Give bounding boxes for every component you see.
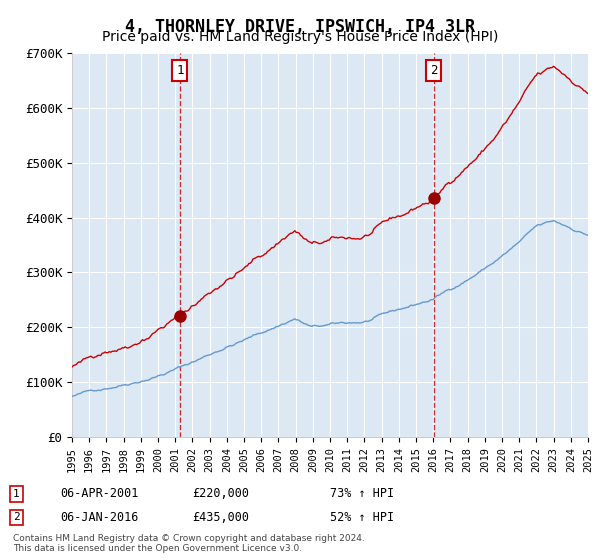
Text: Price paid vs. HM Land Registry's House Price Index (HPI): Price paid vs. HM Land Registry's House … [102,30,498,44]
Text: Contains HM Land Registry data © Crown copyright and database right 2024.
This d: Contains HM Land Registry data © Crown c… [13,534,365,553]
Text: 73% ↑ HPI: 73% ↑ HPI [330,487,394,501]
Text: 2: 2 [430,64,437,77]
Text: 06-JAN-2016: 06-JAN-2016 [60,511,139,524]
Text: 52% ↑ HPI: 52% ↑ HPI [330,511,394,524]
Text: 06-APR-2001: 06-APR-2001 [60,487,139,501]
Text: 2: 2 [13,512,20,522]
Text: £435,000: £435,000 [192,511,249,524]
Text: 1: 1 [176,64,184,77]
Text: 1: 1 [13,489,20,499]
Text: 4, THORNLEY DRIVE, IPSWICH, IP4 3LR: 4, THORNLEY DRIVE, IPSWICH, IP4 3LR [125,18,475,36]
Text: £220,000: £220,000 [192,487,249,501]
